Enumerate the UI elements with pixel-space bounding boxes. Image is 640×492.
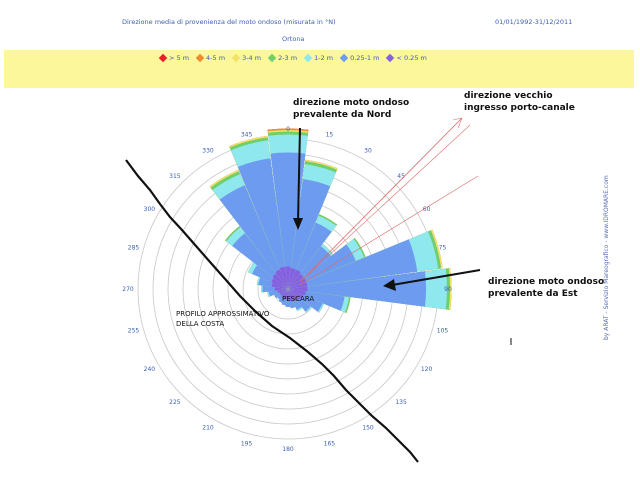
angle-tick-label: 135: [395, 399, 407, 406]
legend-label-025-1: 0.25-1 m: [350, 54, 380, 62]
angle-tick-label: 210: [202, 425, 214, 432]
angle-tick-label: 90: [444, 286, 452, 293]
angle-tick-label: 315: [169, 173, 181, 180]
north-annotation-line-1: direzione moto ondoso: [293, 98, 410, 108]
angle-tick-label: 165: [324, 441, 336, 448]
rose-sector-315-0-25-1-m: [232, 233, 288, 289]
legend-item-4-5: 4-5 m: [195, 53, 226, 63]
angle-tick-label: 120: [421, 366, 433, 373]
rose-sector-195--0-25-m: [284, 289, 288, 300]
east-annotation-line-1: direzione moto ondoso: [488, 277, 605, 287]
angle-tick-label: 30: [364, 147, 372, 154]
old-channel-line-a: [299, 117, 463, 283]
angle-tick-label: 180: [282, 446, 294, 453]
rose-sector-45--0-25-m: [288, 273, 304, 289]
angle-tick-label: 330: [202, 147, 214, 154]
old-channel-line-b: [299, 124, 471, 283]
coast-label-line-2: DELLA COSTA: [176, 320, 225, 328]
east-arrow-head: [383, 279, 396, 291]
station-name: Ortona: [282, 35, 305, 43]
rose-sector-345--0-25-m: [279, 266, 288, 289]
old-channel-arrow-head-b: [457, 117, 463, 129]
rose-sector-150--0-25-m: [288, 289, 297, 302]
rose-sector-330--0-25-m: [275, 269, 288, 289]
old-channel-annotation-line-2: ingresso porto-canale: [464, 103, 575, 113]
rose-sector-75-0-25-1-m: [288, 239, 418, 289]
rose-sector-0-0-25-1-m: [270, 152, 306, 289]
city-label: PESCARA: [282, 295, 315, 303]
chart-title: Direzione media di provenienza del moto …: [122, 18, 336, 26]
north-arrow-head: [293, 218, 303, 230]
angle-tick-label: 150: [362, 425, 374, 432]
old-channel-annotation-line-1: direzione vecchio: [464, 91, 553, 101]
rose-sector-120--0-25-m: [288, 289, 304, 299]
east-annotation-line-2: prevalente da Est: [488, 289, 578, 299]
rose-sector-210--0-25-m: [281, 289, 288, 299]
legend-label-lt025: < 0.25 m: [396, 54, 427, 62]
old-channel-line-c: [299, 175, 479, 286]
angle-tick-label: 345: [241, 132, 253, 139]
rose-sector-135--0-25-m: [288, 289, 300, 301]
rose-sector-300--0-25-m: [271, 278, 288, 289]
rose-sector-285--0-25-m: [271, 282, 288, 289]
legend-item-025-1: 0.25-1 m: [339, 53, 380, 63]
angle-tick-label: 225: [169, 399, 181, 406]
legend-label-2-3: 2-3 m: [278, 54, 298, 62]
angle-tick-label: 255: [128, 327, 140, 334]
rose-sector-225--0-25-m: [280, 289, 288, 297]
angle-tick-label: 270: [122, 286, 134, 293]
east-arrow-shaft: [391, 269, 481, 286]
angle-tick-label: 0: [286, 126, 290, 133]
coast-label-line-1: PROFILO APPROSSIMATIVO: [176, 310, 270, 318]
angle-tick-label: 60: [423, 206, 431, 213]
angle-tick-label: 195: [241, 441, 253, 448]
period-label: 01/01/1992-31/12/2011: [495, 18, 573, 26]
rose-sector-180--0-25-m: [286, 289, 290, 301]
rose-sector-15-0-25-1-m: [288, 179, 331, 289]
legend-label-gt5: > 5 m: [169, 54, 190, 62]
legend: > 5 m 4-5 m 3-4 m 2-3 m 1-2 m 0.25-1 m <…: [158, 53, 427, 63]
rose-sector-315--0-25-m: [272, 273, 288, 289]
coast-label: PROFILO APPROSSIMATIVO DELLA COSTA: [176, 309, 269, 329]
legend-band: [4, 50, 634, 88]
north-annotation: direzione moto ondoso prevalente da Nord: [293, 97, 409, 121]
rose-sector-255--0-25-m: [277, 289, 288, 293]
angle-tick-label: 105: [437, 327, 449, 334]
north-arrow-shaft: [297, 127, 301, 223]
east-annotation: direzione moto ondoso prevalente da Est: [488, 276, 604, 300]
legend-label-3-4: 3-4 m: [242, 54, 262, 62]
rose-sector-270--0-25-m: [274, 287, 288, 291]
legend-item-gt5: > 5 m: [158, 53, 190, 63]
old-channel-annotation: direzione vecchio ingresso porto-canale: [464, 90, 575, 114]
angle-tick-label: 300: [144, 206, 156, 213]
legend-item-lt025: < 0.25 m: [386, 53, 427, 63]
coastline: [125, 159, 419, 463]
side-credit: by ARAT - Servizio Mareografico - www.ID…: [603, 175, 610, 340]
legend-item-2-3: 2-3 m: [267, 53, 298, 63]
angle-tick-label: 45: [397, 173, 405, 180]
rose-sector-90--0-25-m: [288, 286, 308, 292]
angle-tick-label: 285: [128, 245, 140, 252]
rose-sector-345-0-25-1-m: [237, 158, 288, 289]
legend-label-1-2: 1-2 m: [314, 54, 334, 62]
rose-sector-60-0-25-1-m: [288, 244, 356, 289]
rose-sector-330-0-25-1-m: [219, 185, 288, 289]
rose-sector-0--0-25-m: [285, 266, 291, 289]
legend-label-4-5: 4-5 m: [206, 54, 226, 62]
legend-item-1-2: 1-2 m: [303, 53, 334, 63]
rose-sector-90-0-25-1-m: [288, 271, 427, 307]
angle-tick-label: 240: [144, 366, 156, 373]
rose-sector-105--0-25-m: [288, 289, 306, 296]
rose-sector-240--0-25-m: [279, 289, 288, 295]
north-annotation-line-2: prevalente da Nord: [293, 110, 392, 120]
legend-item-3-4: 3-4 m: [231, 53, 262, 63]
angle-tick-label: 15: [326, 132, 334, 139]
angle-tick-label: 75: [439, 245, 447, 252]
old-channel-arrow-head-a: [452, 117, 463, 121]
rose-sector-165--0-25-m: [288, 289, 293, 301]
rose-sector-30--0-25-m: [288, 269, 301, 289]
rose-sector-15--0-25-m: [288, 268, 296, 289]
